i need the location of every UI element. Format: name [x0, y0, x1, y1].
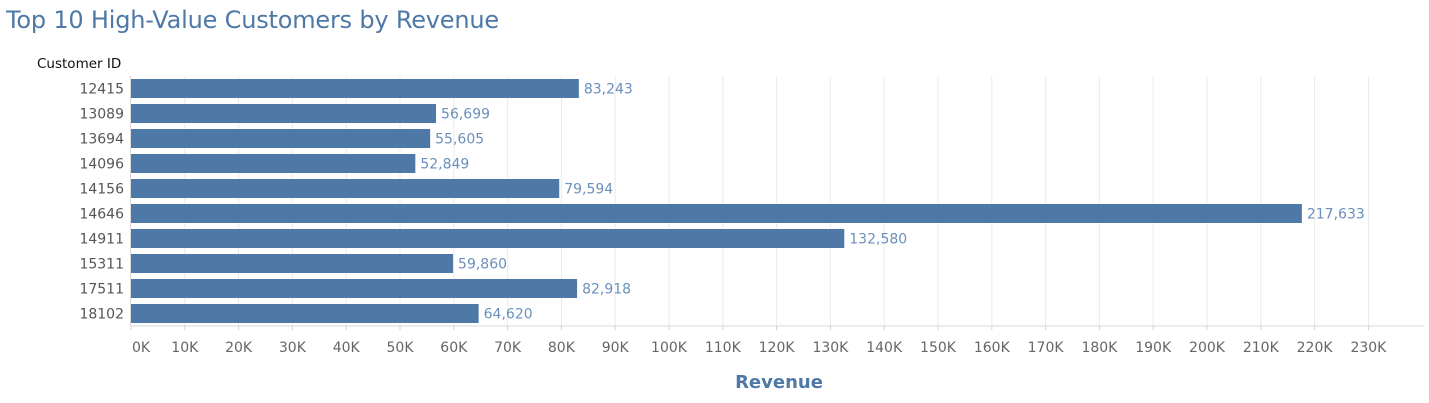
bar	[131, 204, 1302, 223]
category-label: 14646	[79, 207, 124, 223]
x-tick-label: 140K	[866, 340, 903, 356]
x-tick-label: 200K	[1189, 340, 1226, 356]
category-label: 12415	[79, 82, 124, 98]
data-label: 82,918	[582, 282, 631, 298]
category-label: 17511	[79, 282, 124, 298]
y-axis-title: Customer ID	[37, 56, 122, 72]
category-label: 15311	[79, 257, 124, 273]
x-tick-label: 160K	[974, 340, 1011, 356]
bar	[131, 129, 431, 148]
bar	[131, 154, 416, 173]
bar	[131, 304, 479, 323]
category-label: 18102	[79, 307, 124, 323]
x-tick-label: 170K	[1028, 340, 1065, 356]
bar	[131, 229, 845, 248]
data-label: 83,243	[584, 82, 633, 98]
bar	[131, 254, 454, 273]
data-label: 52,849	[420, 157, 469, 173]
data-label: 56,699	[441, 107, 490, 123]
chart-title: Top 10 High-Value Customers by Revenue	[6, 6, 499, 34]
x-tick-label: 20K	[225, 340, 253, 356]
bar	[131, 104, 437, 123]
data-labels: 83,243 56,699 55,605 52,849 79,594 217,633 132…	[420, 82, 1364, 323]
x-tick-label: 0K	[132, 340, 151, 356]
data-label: 79,594	[564, 182, 613, 198]
x-axis-ticks: 0K 10K 20K 30K 40K 50K 60K 70K 80K 90K 100K 110K 120…	[130, 326, 1387, 356]
x-tick-label: 100K	[651, 340, 688, 356]
category-labels: 12415 13089 13694 14096 14156 14646 14911 15311…	[79, 82, 124, 323]
x-tick-label: 210K	[1243, 340, 1280, 356]
bar	[131, 179, 560, 198]
x-tick-label: 80K	[548, 340, 576, 356]
data-label: 132,580	[849, 232, 907, 248]
category-label: 14096	[79, 157, 124, 173]
x-tick-label: 30K	[279, 340, 307, 356]
data-label: 64,620	[484, 307, 533, 323]
bars	[131, 79, 1302, 323]
x-tick-label: 110K	[705, 340, 742, 356]
x-tick-label: 90K	[602, 340, 630, 356]
x-axis-title: Revenue	[735, 372, 823, 393]
x-tick-label: 60K	[440, 340, 468, 356]
x-tick-label: 220K	[1297, 340, 1334, 356]
x-tick-label: 40K	[333, 340, 361, 356]
x-tick-label: 230K	[1350, 340, 1387, 356]
x-tick-label: 50K	[387, 340, 415, 356]
data-label: 59,860	[458, 257, 507, 273]
x-tick-label: 130K	[812, 340, 849, 356]
x-tick-label: 120K	[759, 340, 796, 356]
category-label: 14911	[79, 232, 124, 248]
x-tick-label: 190K	[1135, 340, 1172, 356]
x-tick-label: 180K	[1081, 340, 1118, 356]
x-tick-label: 70K	[494, 340, 522, 356]
category-label: 13694	[79, 132, 124, 148]
category-label: 14156	[79, 182, 124, 198]
data-label: 217,633	[1307, 207, 1365, 223]
bar	[131, 279, 578, 298]
x-tick-label: 150K	[920, 340, 957, 356]
bar	[131, 79, 579, 98]
category-label: 13089	[79, 107, 124, 123]
x-tick-label: 10K	[171, 340, 199, 356]
data-label: 55,605	[435, 132, 484, 148]
